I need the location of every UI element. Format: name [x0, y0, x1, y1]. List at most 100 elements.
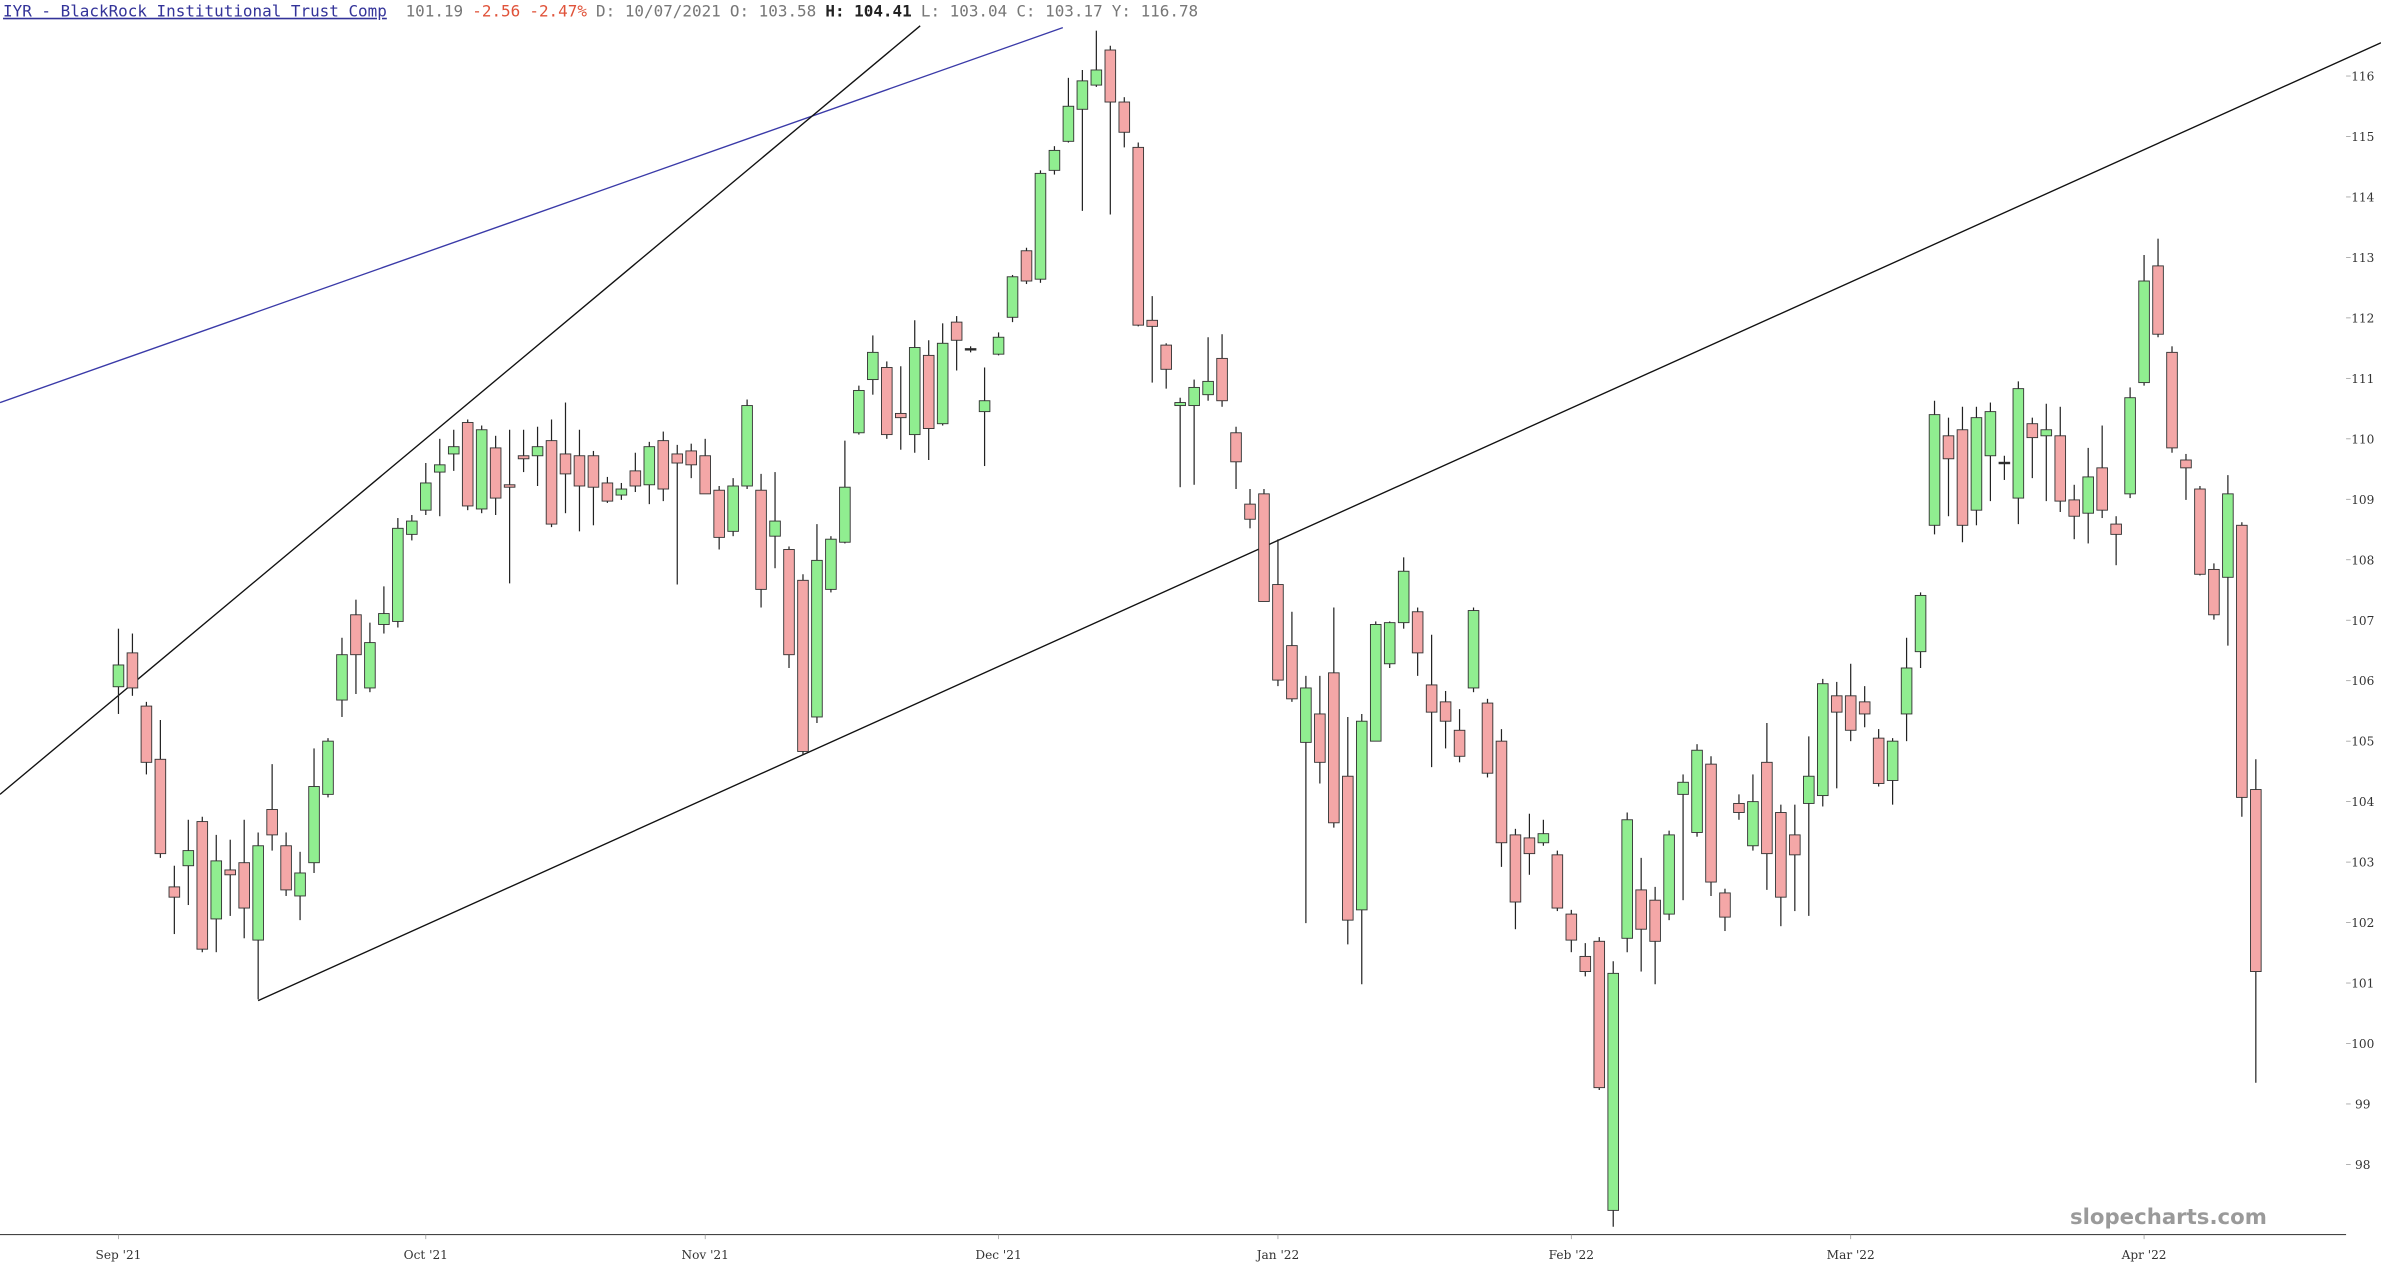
- quote-item: D: 10/07/2021: [596, 2, 721, 21]
- quote-item: -2.56: [472, 2, 520, 21]
- candle-body: [1803, 775, 1815, 804]
- y-tick-label: 104: [2351, 795, 2374, 809]
- quote-item: 101.19: [406, 2, 464, 21]
- candle-body: [2012, 388, 2025, 499]
- trendline: [257, 42, 2381, 1002]
- candle-body: [238, 862, 250, 909]
- candle-body: [1844, 695, 1857, 731]
- candle-body: [839, 486, 851, 543]
- candle-body: [1397, 570, 1410, 624]
- candle-body: [308, 786, 320, 864]
- candle-body: [1174, 402, 1186, 407]
- y-tick-label: 99: [2355, 1098, 2370, 1112]
- candle-body: [2096, 467, 2108, 511]
- candle-body: [1677, 781, 1689, 795]
- y-tick-label: 102: [2351, 916, 2374, 930]
- candle-body: [294, 872, 306, 897]
- y-tick-label: 106: [2351, 674, 2374, 688]
- candle-body: [559, 453, 572, 475]
- candle-body: [2222, 493, 2234, 578]
- candle-body: [112, 664, 125, 688]
- x-tick-label: Apr '22: [2121, 1248, 2167, 1262]
- candle-body: [1649, 899, 1661, 942]
- candle-body: [1509, 834, 1522, 903]
- candle-body: [894, 412, 907, 419]
- candle-body: [950, 321, 963, 341]
- candle-body: [1775, 812, 1787, 898]
- candle-body: [461, 422, 474, 507]
- candle-body: [685, 450, 697, 466]
- candle-body: [1425, 684, 1438, 713]
- candle-body: [643, 446, 656, 486]
- candle-body: [2082, 476, 2094, 514]
- candle-body: [1411, 611, 1424, 654]
- candle-body: [671, 453, 684, 464]
- candle-body: [1355, 720, 1368, 911]
- candle-body: [1118, 101, 1131, 133]
- candle-body: [2068, 499, 2080, 517]
- candle-body: [1998, 461, 2011, 465]
- candle-body: [629, 470, 642, 487]
- candle-body: [1523, 837, 1536, 855]
- trendline: [0, 25, 921, 795]
- candle-body: [1328, 672, 1340, 824]
- candle-body: [1733, 802, 1745, 813]
- quote-item: H: 104.41: [825, 2, 911, 21]
- candle-body: [2152, 265, 2164, 335]
- candle-body: [2110, 523, 2122, 535]
- candle-body: [154, 758, 167, 855]
- x-tick-label: Dec '21: [975, 1248, 1021, 1262]
- candle-body: [489, 447, 502, 499]
- candle-body: [1886, 740, 1899, 781]
- candle-body: [699, 455, 711, 495]
- candle-body: [2166, 351, 2178, 449]
- candle-body: [1453, 729, 1466, 757]
- candle-body: [1272, 584, 1284, 681]
- candle-body: [964, 348, 977, 351]
- y-tick-label: 111: [2351, 372, 2374, 386]
- candle-body: [2054, 435, 2067, 502]
- x-tick-label: Sep '21: [96, 1248, 142, 1262]
- candle-body: [1258, 493, 1270, 602]
- candle-body: [1635, 889, 1647, 930]
- candle-body: [783, 549, 795, 656]
- candle-body: [1300, 687, 1312, 743]
- x-tick-label: Nov '21: [681, 1248, 728, 1262]
- quote-item: Y: 116.78: [1112, 2, 1198, 21]
- candle-body: [1104, 49, 1117, 103]
- candle-body: [1202, 380, 1214, 396]
- candle-body: [1062, 105, 1075, 142]
- candle-body: [364, 642, 376, 689]
- candle-body: [1369, 624, 1382, 742]
- candle-body: [1495, 740, 1508, 844]
- candle-body: [573, 455, 586, 487]
- trendline: [0, 27, 1064, 404]
- candle-body: [741, 405, 753, 487]
- candle-body: [531, 446, 544, 457]
- candle-body: [992, 336, 1005, 355]
- y-tick-label: 100: [2351, 1037, 2374, 1051]
- candle-body: [811, 559, 823, 718]
- candle-body: [1188, 386, 1200, 407]
- quote-item: -2.47%: [529, 2, 587, 21]
- candle-body: [545, 440, 558, 525]
- candle-body: [853, 389, 865, 434]
- candle-body: [224, 869, 236, 876]
- y-tick-label: 98: [2355, 1158, 2370, 1172]
- quote-item: C: 103.17: [1016, 2, 1102, 21]
- candle-body: [2236, 524, 2248, 798]
- candle-body: [1970, 417, 1983, 511]
- candle-body: [825, 538, 837, 590]
- candle-body: [1928, 414, 1941, 526]
- candle-body: [1034, 172, 1047, 280]
- candle-body: [475, 429, 488, 510]
- y-tick-label: 113: [2351, 251, 2374, 265]
- candle-body: [1230, 432, 1242, 463]
- candle-body: [615, 488, 628, 496]
- candle-body: [1216, 357, 1228, 402]
- candle-body: [1593, 940, 1606, 1089]
- symbol-title[interactable]: IYR - BlackRock Institutional Trust Comp: [3, 2, 387, 21]
- y-tick-label: 110: [2351, 432, 2374, 446]
- quote-header: IYR - BlackRock Institutional Trust Comp…: [3, 2, 1198, 21]
